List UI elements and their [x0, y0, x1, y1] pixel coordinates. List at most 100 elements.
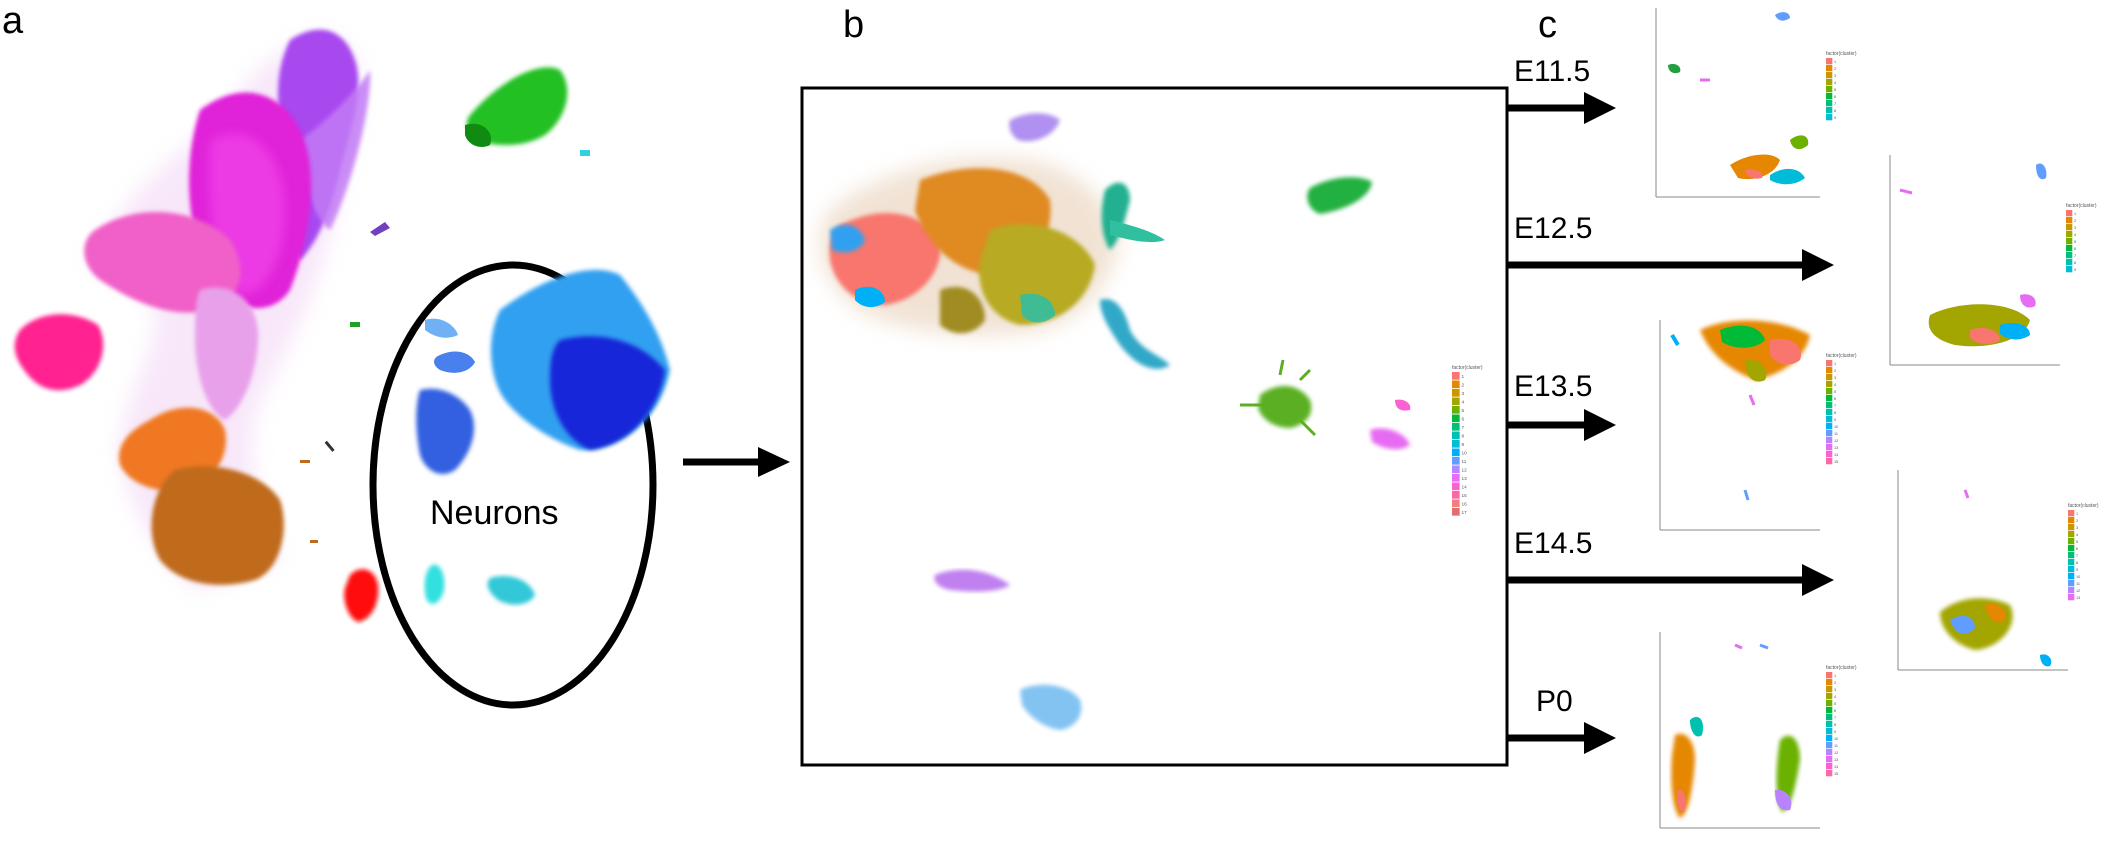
legend-b-swatch — [1452, 448, 1460, 457]
panel-label-c: c — [1538, 4, 1557, 46]
legend-b-label: 15 — [1462, 493, 1468, 498]
legend-c-1-swatch — [2066, 238, 2073, 245]
legend-c-3-swatch — [2068, 594, 2075, 601]
umap-a-hotpink — [14, 314, 104, 391]
legend-c-2-label: 12 — [1834, 439, 1838, 443]
legend-c-3-label: 10 — [2076, 575, 2080, 579]
panel-label-a: a — [2, 0, 24, 42]
legend-b-label: 8 — [1462, 433, 1465, 438]
umap-a — [14, 29, 590, 622]
legend-c-0-label: 6 — [1834, 95, 1836, 99]
legend-c-4-swatch — [1826, 693, 1833, 700]
legend-b-label: 2 — [1462, 382, 1465, 387]
legend-c-4-label: 10 — [1834, 737, 1838, 741]
legend-c-4-label: 4 — [1834, 695, 1837, 699]
legend-c-4-swatch — [1826, 735, 1833, 742]
legend-c-0-swatch — [1826, 86, 1833, 93]
legend-c-4-label: 6 — [1834, 709, 1836, 713]
legend-c-0-label: 2 — [1834, 67, 1836, 71]
legend-b-swatch — [1452, 406, 1460, 414]
legend-c-1-swatch — [2066, 259, 2073, 266]
legend-c-1-label: 4 — [2074, 233, 2077, 237]
arrow-p0 — [1584, 722, 1616, 754]
arrow-e13-5 — [1584, 409, 1616, 441]
legend-c-1-swatch — [2066, 231, 2073, 238]
legend-c-1-label: 2 — [2074, 219, 2076, 223]
legend-c-2-swatch — [1826, 388, 1833, 395]
legend-c-4-title: factor(cluster) — [1826, 665, 1857, 671]
legend-c-0-label: 5 — [1834, 88, 1836, 92]
legend-c-0-swatch — [1826, 79, 1833, 86]
legend-c-4-label: 3 — [1834, 688, 1836, 692]
legend-c-2-label: 6 — [1834, 397, 1836, 401]
legend-c-1-label: 8 — [2074, 261, 2076, 265]
legend-c-0-label: 3 — [1834, 74, 1836, 78]
legend-c-1-swatch — [2066, 252, 2073, 259]
legend-c-2-swatch — [1826, 444, 1833, 451]
panel-c-arrows — [1507, 92, 1834, 754]
legend-b-label: 10 — [1462, 450, 1468, 455]
legend-c-3-label: 8 — [2076, 561, 2078, 565]
legend-c-0-label: 4 — [1834, 81, 1837, 85]
mini-plot-e13-5 — [1659, 320, 1820, 531]
legend-c-3-swatch — [2068, 538, 2075, 545]
legend-b-label: 17 — [1462, 510, 1468, 515]
neurons-label: Neurons — [430, 494, 559, 532]
legend-c-3-swatch — [2068, 531, 2075, 538]
legend-c-2-swatch — [1826, 402, 1833, 409]
legend-c-3-label: 2 — [2076, 519, 2078, 523]
legend-c-0-swatch — [1826, 114, 1833, 121]
legend-c-4-swatch — [1826, 672, 1833, 679]
timepoint-label-e13-5: E13.5 — [1514, 370, 1593, 403]
legend-b-swatch — [1452, 372, 1460, 380]
legend-c-4-swatch — [1826, 721, 1833, 728]
mini-plot-e14-5 — [1897, 470, 2068, 671]
legend-c-0-swatch — [1826, 65, 1833, 72]
legend-c-3-swatch — [2068, 517, 2075, 524]
legend-c-3-swatch — [2068, 552, 2075, 559]
legend-c-2-swatch — [1826, 430, 1833, 437]
legend-c-4-swatch — [1826, 749, 1833, 756]
legend-c-2-label: 9 — [1834, 418, 1836, 422]
legend-c-2-label: 7 — [1834, 404, 1836, 408]
legend-c-4-swatch — [1826, 770, 1833, 777]
legend-c-2-label: 3 — [1834, 376, 1836, 380]
legend-b-swatch — [1452, 431, 1460, 440]
umap-b-green — [1307, 177, 1372, 214]
legend-c-4-label: 14 — [1834, 765, 1839, 769]
legend-c-2-swatch — [1826, 416, 1833, 423]
legend-c-4-swatch — [1826, 742, 1833, 749]
legend-c-1-label: 9 — [2074, 268, 2076, 272]
timepoint-label-e11-5: E11.5 — [1514, 55, 1591, 88]
legend-b-label: 12 — [1462, 467, 1468, 472]
legend-c-2-swatch — [1826, 374, 1833, 381]
umap-a-stem — [195, 287, 259, 420]
umap-a-pink — [84, 211, 241, 313]
legend-c-2-swatch — [1826, 367, 1833, 374]
legend-c-2-label: 14 — [1834, 453, 1839, 457]
legend-c-0-swatch — [1826, 93, 1833, 100]
legend-b-label: 7 — [1462, 425, 1465, 430]
legend-c-0-label: 1 — [1834, 60, 1836, 64]
legend-b-label: 9 — [1462, 442, 1465, 447]
legend-c-2-title: factor(cluster) — [1826, 353, 1857, 359]
legend-c-3-label: 7 — [2076, 554, 2078, 558]
legend-c-0-label: 7 — [1834, 102, 1836, 106]
legend-c-0-swatch — [1826, 72, 1833, 79]
legend-b-swatch — [1452, 423, 1460, 431]
legend-c-4-swatch — [1826, 756, 1833, 763]
legend-c-2-label: 5 — [1834, 390, 1836, 394]
legend-c-2-label: 10 — [1834, 425, 1838, 429]
legend-c-4-swatch — [1826, 707, 1833, 714]
legend-b-swatch — [1452, 491, 1460, 499]
panel-label-b: b — [843, 4, 865, 46]
legend-c-0-label: 8 — [1834, 109, 1836, 113]
legend-c-1-label: 1 — [2074, 212, 2076, 216]
legend-c-2-label: 4 — [1834, 383, 1837, 387]
legend-c-3-label: 12 — [2076, 589, 2080, 593]
legend-c-1-title: factor(cluster) — [2066, 203, 2097, 209]
legend-c-1-swatch — [2066, 266, 2073, 273]
legend-c-2-label: 15 — [1834, 460, 1838, 464]
legend-c-0-swatch — [1826, 107, 1833, 114]
